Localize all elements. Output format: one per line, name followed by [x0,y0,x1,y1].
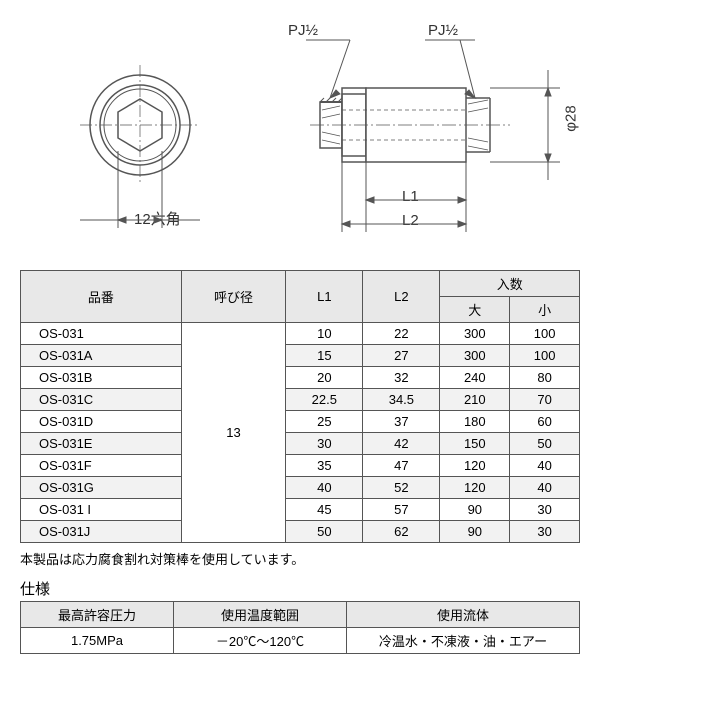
cell-qa: 180 [440,411,510,433]
cell-qa: 120 [440,477,510,499]
cell-qb: 30 [510,499,580,521]
cell-partno: OS-031 [21,323,182,345]
cell-qa: 150 [440,433,510,455]
cell-qb: 30 [510,521,580,543]
th-qty-small: 小 [510,297,580,323]
cell-partno: OS-031F [21,455,182,477]
cell-qb: 70 [510,389,580,411]
th-l2: L2 [363,271,440,323]
footnote: 本製品は応力腐食割れ対策棒を使用しています。 [20,549,700,568]
cell-qa: 90 [440,499,510,521]
cell-l2: 62 [363,521,440,543]
th-pressure: 最高許容圧力 [21,602,174,628]
cell-partno: OS-031J [21,521,182,543]
cell-nominal: 13 [181,323,286,543]
cell-l2: 37 [363,411,440,433]
cell-qb: 60 [510,411,580,433]
cell-l1: 10 [286,323,363,345]
th-temp: 使用温度範囲 [174,602,347,628]
th-fluid: 使用流体 [347,602,580,628]
th-qty: 入数 [440,271,580,297]
cell-partno: OS-031C [21,389,182,411]
technical-drawing: PJ½ PJ½ 12六角 L1 L2 φ28 [20,20,700,250]
th-nominal: 呼び径 [181,271,286,323]
cell-l2: 57 [363,499,440,521]
cell-partno: OS-031G [21,477,182,499]
cell-l1: 45 [286,499,363,521]
cell-l2: 42 [363,433,440,455]
cell-qa: 300 [440,345,510,367]
spec-heading: 仕様 [20,578,700,599]
cell-partno: OS-031D [21,411,182,433]
cell-partno: OS-031B [21,367,182,389]
cell-qa: 300 [440,323,510,345]
cell-qb: 50 [510,433,580,455]
cell-l1: 40 [286,477,363,499]
cell-qb: 40 [510,455,580,477]
cell-partno: OS-031A [21,345,182,367]
parts-table: 品番 呼び径 L1 L2 入数 大 小 OS-031131022300100 OS… [20,270,580,543]
cell-l1: 20 [286,367,363,389]
cell-partno: OS-031 I [21,499,182,521]
cell-l2: 27 [363,345,440,367]
cell-l1: 35 [286,455,363,477]
cell-qa: 240 [440,367,510,389]
th-l1: L1 [286,271,363,323]
th-partno: 品番 [21,271,182,323]
cell-qa: 90 [440,521,510,543]
cell-l1: 25 [286,411,363,433]
cell-l2: 32 [363,367,440,389]
td-temp: －20℃～120℃ [174,628,347,654]
cell-l2: 22 [363,323,440,345]
spec-table: 最高許容圧力 使用温度範囲 使用流体 1.75MPa －20℃～120℃ 冷温水… [20,601,580,654]
drawing-svg [20,20,720,250]
cell-l1: 15 [286,345,363,367]
cell-qa: 120 [440,455,510,477]
cell-l1: 50 [286,521,363,543]
cell-qb: 100 [510,323,580,345]
cell-qb: 40 [510,477,580,499]
td-pressure: 1.75MPa [21,628,174,654]
cell-qb: 100 [510,345,580,367]
cell-qa: 210 [440,389,510,411]
cell-l2: 52 [363,477,440,499]
td-fluid: 冷温水・不凍液・油・エアー [347,628,580,654]
cell-l1: 22.5 [286,389,363,411]
cell-l2: 34.5 [363,389,440,411]
cell-l2: 47 [363,455,440,477]
cell-l1: 30 [286,433,363,455]
cell-qb: 80 [510,367,580,389]
cell-partno: OS-031E [21,433,182,455]
th-qty-large: 大 [440,297,510,323]
